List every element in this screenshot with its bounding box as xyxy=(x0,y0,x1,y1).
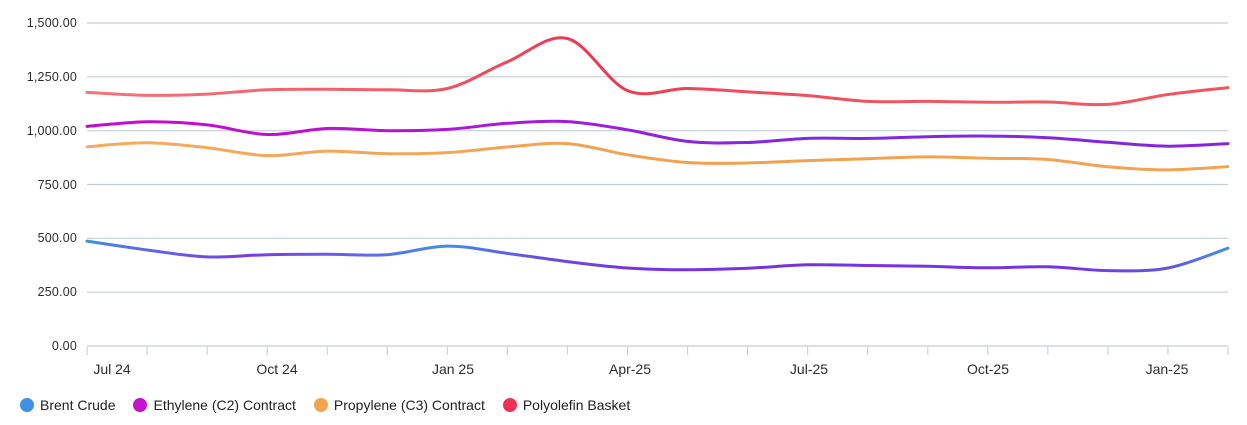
series-line-propylene-c3-contract xyxy=(85,141,1230,172)
x-tick-label: Jul 24 xyxy=(93,361,131,377)
legend-label: Ethylene (C2) Contract xyxy=(153,397,296,413)
legend-swatch xyxy=(133,398,148,412)
legend-item-propylene-c3-contract[interactable]: Propylene (C3) Contract xyxy=(313,397,485,413)
legend-swatch xyxy=(502,398,517,412)
legend-label: Polyolefin Basket xyxy=(522,397,631,413)
x-tick-label: Oct-25 xyxy=(966,361,1009,377)
y-tick-label: 500.00 xyxy=(37,231,77,246)
series-line-polyolefin-basket xyxy=(85,36,1230,107)
x-tick-label: Jan-25 xyxy=(1145,361,1189,377)
y-tick-label: 250.00 xyxy=(37,285,77,300)
legend-label: Brent Crude xyxy=(40,397,116,413)
y-tick-label: 750.00 xyxy=(37,177,77,192)
y-tick-label: 1,000.00 xyxy=(26,123,77,138)
legend-label: Propylene (C3) Contract xyxy=(333,397,485,413)
x-tick-label: Jul-25 xyxy=(789,361,829,377)
legend-item-brent-crude[interactable]: Brent Crude xyxy=(20,397,115,413)
legend-swatch xyxy=(20,398,34,412)
x-tick-label: Jan 25 xyxy=(431,361,475,377)
x-tick-label: Oct 24 xyxy=(256,361,298,377)
y-tick-label: 1,500.00 xyxy=(26,16,77,30)
legend-swatch xyxy=(313,398,328,412)
legend-item-polyolefin-basket[interactable]: Polyolefin Basket xyxy=(502,397,631,413)
x-tick-label: Apr-25 xyxy=(608,361,652,377)
legend-item-ethylene-c2-contract[interactable]: Ethylene (C2) Contract xyxy=(133,397,296,413)
series-line-ethylene-c2-contract xyxy=(85,119,1230,148)
chart-legend: Brent Crude Ethylene (C2) Contract Propy… xyxy=(20,397,630,413)
y-tick-label: 1,250.00 xyxy=(26,69,77,84)
line-chart-plot-area xyxy=(85,22,1230,355)
y-tick-label: 0.00 xyxy=(51,339,77,353)
series-line-brent-crude xyxy=(85,239,1230,273)
